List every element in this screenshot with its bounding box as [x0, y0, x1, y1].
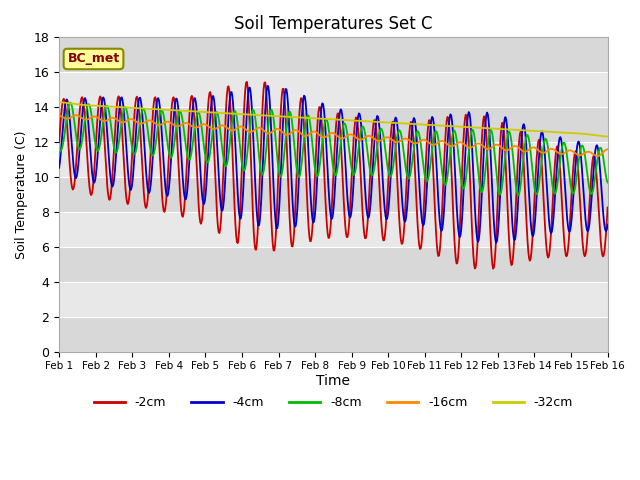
-4cm — [177, 151, 185, 156]
-8cm — [65, 102, 73, 108]
-32cm — [416, 121, 424, 127]
Line: -4cm: -4cm — [59, 86, 607, 243]
-2cm — [490, 266, 497, 272]
-32cm — [206, 109, 214, 115]
Bar — [59, 212, 607, 247]
Bar — [59, 72, 607, 107]
Bar — [59, 107, 607, 142]
-4cm — [492, 240, 500, 246]
Bar — [59, 2, 607, 37]
-32cm — [604, 133, 611, 139]
Bar — [59, 282, 607, 317]
-32cm — [122, 105, 129, 110]
-2cm — [122, 186, 129, 192]
-2cm — [604, 204, 611, 210]
-4cm — [604, 222, 611, 228]
-8cm — [401, 157, 408, 163]
Text: BC_met: BC_met — [67, 52, 120, 65]
-2cm — [55, 139, 63, 145]
-8cm — [604, 180, 611, 185]
-4cm — [122, 132, 129, 137]
-32cm — [65, 100, 73, 106]
-2cm — [243, 79, 251, 84]
-32cm — [55, 99, 63, 105]
-8cm — [178, 114, 186, 120]
-16cm — [122, 118, 130, 124]
-32cm — [400, 120, 408, 126]
-16cm — [178, 121, 186, 127]
-16cm — [604, 146, 611, 152]
Title: Soil Temperatures Set C: Soil Temperatures Set C — [234, 15, 433, 33]
-8cm — [417, 141, 424, 146]
Bar — [59, 37, 607, 72]
-16cm — [417, 138, 424, 144]
-8cm — [207, 144, 215, 149]
Bar — [59, 317, 607, 351]
-16cm — [72, 112, 80, 118]
Y-axis label: Soil Temperature (C): Soil Temperature (C) — [15, 130, 28, 259]
-4cm — [55, 165, 63, 170]
-16cm — [207, 125, 215, 131]
Line: -8cm: -8cm — [59, 103, 607, 195]
-4cm — [417, 204, 424, 210]
-8cm — [55, 149, 63, 155]
-16cm — [401, 136, 408, 142]
-8cm — [515, 192, 522, 198]
-2cm — [206, 89, 214, 95]
-4cm — [401, 219, 408, 225]
Bar — [59, 142, 607, 177]
-2cm — [417, 246, 424, 252]
-8cm — [67, 100, 74, 106]
Line: -16cm: -16cm — [59, 115, 607, 156]
Line: -32cm: -32cm — [59, 102, 607, 136]
-2cm — [177, 207, 185, 213]
-4cm — [206, 116, 214, 121]
Line: -2cm: -2cm — [59, 82, 607, 269]
Legend: -2cm, -4cm, -8cm, -16cm, -32cm: -2cm, -4cm, -8cm, -16cm, -32cm — [88, 391, 578, 414]
Bar — [59, 247, 607, 282]
X-axis label: Time: Time — [316, 374, 350, 388]
-8cm — [122, 106, 130, 112]
-16cm — [65, 116, 73, 121]
-4cm — [264, 83, 271, 89]
-4cm — [65, 109, 73, 115]
Bar — [59, 177, 607, 212]
-32cm — [177, 108, 185, 114]
-2cm — [65, 152, 73, 158]
-16cm — [594, 153, 602, 159]
-2cm — [401, 216, 408, 222]
-16cm — [55, 113, 63, 119]
